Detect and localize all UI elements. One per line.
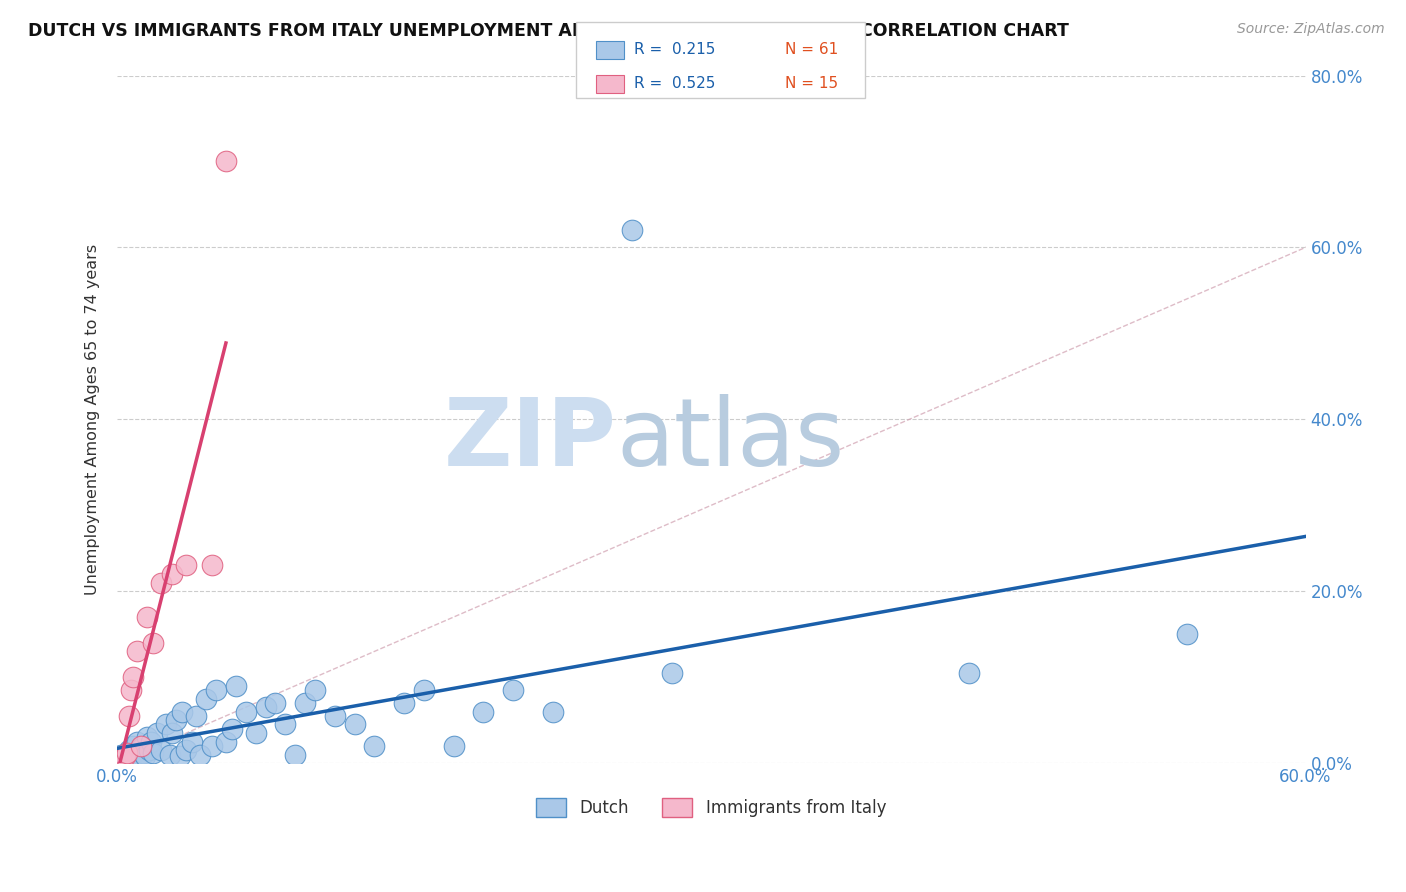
Point — [294, 696, 316, 710]
Point — [188, 747, 211, 762]
Point — [115, 746, 138, 760]
Point — [245, 726, 267, 740]
Point — [162, 567, 184, 582]
Point — [110, 752, 132, 766]
Point — [621, 223, 644, 237]
Point — [215, 734, 238, 748]
Point — [1175, 627, 1198, 641]
Point — [132, 746, 155, 760]
Y-axis label: Unemployment Among Ages 65 to 74 years: Unemployment Among Ages 65 to 74 years — [86, 244, 100, 595]
Point — [120, 752, 142, 766]
Point — [121, 739, 143, 753]
Point — [121, 670, 143, 684]
Point — [114, 752, 136, 766]
Point — [443, 739, 465, 753]
Point — [159, 747, 181, 762]
Point — [142, 746, 165, 760]
Point — [215, 154, 238, 169]
Point — [176, 743, 198, 757]
Point — [124, 750, 146, 764]
Point — [195, 691, 218, 706]
Point — [115, 754, 138, 768]
Point — [274, 717, 297, 731]
Point — [502, 683, 524, 698]
Point — [155, 717, 177, 731]
Text: ZIP: ZIP — [443, 394, 616, 486]
Point — [181, 734, 204, 748]
Point — [145, 726, 167, 740]
Point — [149, 575, 172, 590]
Text: DUTCH VS IMMIGRANTS FROM ITALY UNEMPLOYMENT AMONG AGES 65 TO 74 YEARS CORRELATIO: DUTCH VS IMMIGRANTS FROM ITALY UNEMPLOYM… — [28, 22, 1069, 40]
Point — [541, 705, 564, 719]
Point — [661, 665, 683, 680]
Text: atlas: atlas — [616, 394, 845, 486]
Point — [125, 734, 148, 748]
Point — [129, 739, 152, 753]
Point — [235, 705, 257, 719]
Point — [128, 743, 150, 757]
Point — [363, 739, 385, 753]
Point — [121, 746, 143, 760]
Point — [165, 713, 187, 727]
Point — [142, 636, 165, 650]
Point — [472, 705, 495, 719]
Point — [134, 749, 156, 764]
Point — [149, 743, 172, 757]
Point — [138, 743, 160, 757]
Point — [254, 700, 277, 714]
Point — [129, 752, 152, 766]
Point — [201, 739, 224, 753]
Point — [172, 705, 194, 719]
Point — [205, 683, 228, 698]
Point — [264, 696, 287, 710]
Point — [125, 644, 148, 658]
Point — [304, 683, 326, 698]
Point — [118, 743, 141, 757]
Point — [114, 749, 136, 764]
Point — [118, 709, 141, 723]
Text: R =  0.215: R = 0.215 — [634, 43, 716, 57]
Point — [343, 717, 366, 731]
Point — [186, 709, 208, 723]
Point — [139, 734, 162, 748]
Point — [111, 749, 134, 764]
Point — [135, 610, 157, 624]
Point — [221, 722, 243, 736]
Point — [129, 740, 152, 755]
Point — [120, 683, 142, 698]
Point — [118, 749, 141, 764]
Point — [135, 731, 157, 745]
Point — [201, 558, 224, 573]
Legend: Dutch, Immigrants from Italy: Dutch, Immigrants from Italy — [530, 791, 893, 823]
Point — [323, 709, 346, 723]
Text: N = 61: N = 61 — [785, 43, 838, 57]
Point — [225, 679, 247, 693]
Point — [115, 746, 138, 760]
Point — [957, 665, 980, 680]
Text: Source: ZipAtlas.com: Source: ZipAtlas.com — [1237, 22, 1385, 37]
Text: R =  0.525: R = 0.525 — [634, 77, 716, 91]
Point — [176, 558, 198, 573]
Point — [169, 749, 191, 764]
Point — [284, 747, 307, 762]
Point — [392, 696, 415, 710]
Point — [110, 747, 132, 762]
Point — [162, 726, 184, 740]
Text: N = 15: N = 15 — [785, 77, 838, 91]
Point — [413, 683, 436, 698]
Point — [125, 747, 148, 762]
